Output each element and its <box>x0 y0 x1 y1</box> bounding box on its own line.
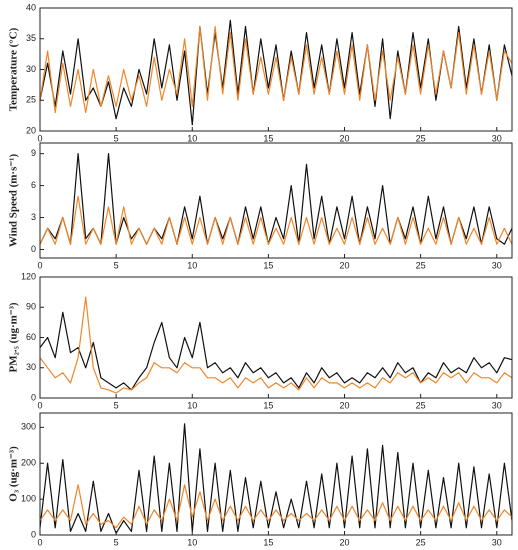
x-tick-label: 0 <box>37 260 42 270</box>
x-tick-label: 25 <box>416 537 426 547</box>
y-tick-label: 40 <box>26 2 36 12</box>
x-tick-label: 10 <box>187 133 197 143</box>
y-tick-label: 9 <box>31 148 36 158</box>
x-tick-label: 30 <box>492 400 502 410</box>
x-tick-label: 0 <box>37 133 42 143</box>
x-tick-label: 15 <box>263 133 273 143</box>
x-tick-label: 20 <box>340 260 350 270</box>
x-tick-label: 5 <box>114 400 119 410</box>
x-tick-label: 20 <box>340 400 350 410</box>
plot-frame <box>39 142 513 259</box>
data-line <box>39 311 513 391</box>
x-tick-label: 15 <box>263 260 273 270</box>
x-tick-label: 5 <box>114 260 119 270</box>
x-tick-label: 15 <box>263 400 273 410</box>
x-tick-label: 20 <box>340 537 350 547</box>
y-tick-label: 90 <box>26 302 36 312</box>
y-tick-label: 200 <box>21 458 36 468</box>
y-tick-label: 25 <box>26 95 36 105</box>
y-tick-label: 20 <box>26 125 36 135</box>
y-tick-label: 0 <box>31 529 36 539</box>
x-tick-label: 25 <box>416 400 426 410</box>
data-line <box>39 484 513 529</box>
y-tick-label: 120 <box>21 271 36 281</box>
data-line <box>39 19 513 126</box>
x-tick-label: 25 <box>416 133 426 143</box>
x-tick-label: 10 <box>187 260 197 270</box>
x-tick-label: 30 <box>492 260 502 270</box>
y-tick-label: 30 <box>26 362 36 372</box>
x-tick-label: 25 <box>416 260 426 270</box>
y-tick-label: 35 <box>26 33 36 43</box>
x-tick-label: 10 <box>187 537 197 547</box>
x-tick-label: 20 <box>340 133 350 143</box>
y-axis-label: Temperature (°C) <box>8 27 20 111</box>
y-tick-label: 6 <box>31 180 36 190</box>
plot-frame <box>39 412 513 536</box>
y-tick-label: 30 <box>26 64 36 74</box>
x-tick-label: 0 <box>37 537 42 547</box>
x-tick-label: 30 <box>492 133 502 143</box>
y-tick-label: 0 <box>31 392 36 402</box>
data-line <box>39 153 513 245</box>
y-tick-label: 300 <box>21 422 36 432</box>
y-tick-label: 60 <box>26 332 36 342</box>
plot-frame <box>39 276 513 399</box>
y-tick-label: 0 <box>31 244 36 254</box>
y-axis-label: O₃ (ug·m⁻³) <box>8 446 20 502</box>
y-axis-label: Wind Speed (m·s⁻¹) <box>8 154 20 248</box>
data-line <box>39 296 513 394</box>
x-tick-label: 30 <box>492 537 502 547</box>
y-axis-label: PM₂.₅ (ug·m⁻³) <box>8 302 20 372</box>
x-tick-label: 0 <box>37 400 42 410</box>
data-line <box>39 423 513 534</box>
x-tick-label: 10 <box>187 400 197 410</box>
y-tick-label: 3 <box>31 212 36 222</box>
x-tick-label: 5 <box>114 133 119 143</box>
data-line <box>39 25 513 114</box>
x-tick-label: 15 <box>263 537 273 547</box>
x-tick-label: 5 <box>114 537 119 547</box>
y-tick-label: 100 <box>21 493 36 503</box>
data-line <box>39 195 513 245</box>
